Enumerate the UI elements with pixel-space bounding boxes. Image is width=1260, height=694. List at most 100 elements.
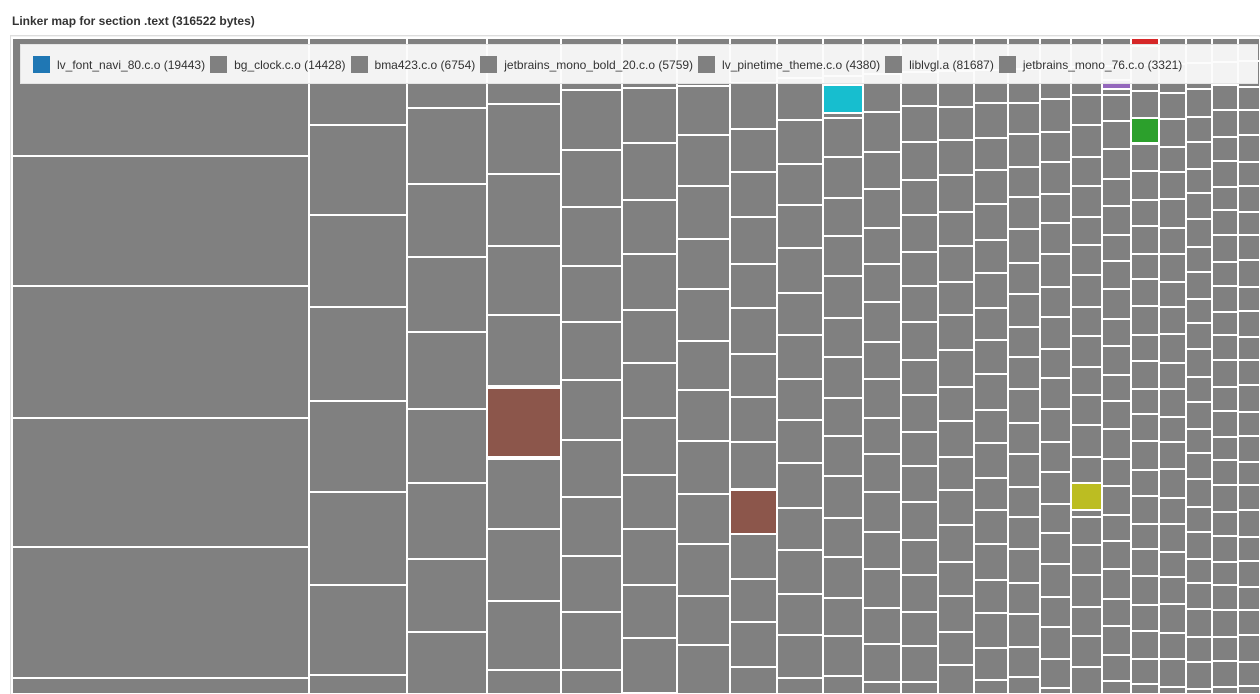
treemap-cell[interactable] [1070,635,1103,668]
treemap-cell[interactable] [1211,584,1239,611]
treemap-cell[interactable] [900,141,939,181]
treemap-cell[interactable] [308,400,408,493]
treemap-cell[interactable] [1130,523,1160,550]
treemap-cell[interactable] [822,475,864,519]
treemap-cell[interactable] [937,174,975,213]
treemap-cell[interactable] [1237,536,1260,562]
treemap-cell[interactable] [973,579,1009,614]
treemap-cell[interactable] [621,362,678,419]
treemap-cell[interactable] [1007,516,1041,550]
treemap-cell[interactable] [1237,560,1260,588]
treemap-cell[interactable] [1101,345,1132,376]
treemap-cell[interactable] [862,531,902,570]
treemap-cell[interactable] [560,206,623,267]
treemap-cell[interactable] [862,607,902,645]
treemap-cell[interactable] [1007,293,1041,328]
treemap-cell[interactable] [1211,186,1239,211]
treemap-cell[interactable] [822,235,864,277]
treemap-cell[interactable] [973,679,1009,694]
treemap-cell[interactable] [1185,218,1213,248]
treemap-cell[interactable] [621,142,678,201]
treemap-cell[interactable] [729,396,778,443]
treemap-cell[interactable] [1039,626,1072,660]
treemap-cell[interactable] [1101,148,1132,180]
treemap-cell[interactable] [1211,410,1239,438]
treemap-cell[interactable] [1101,598,1132,627]
treemap-cell[interactable] [729,441,778,490]
treemap-cell[interactable] [1237,185,1260,213]
treemap-cell[interactable] [1185,608,1213,638]
treemap-cell[interactable] [973,509,1009,545]
treemap-cell[interactable] [1039,408,1072,443]
treemap-cell[interactable] [1158,333,1187,364]
treemap-cell[interactable] [1158,658,1187,688]
treemap-cell[interactable] [1237,435,1260,463]
treemap-cell[interactable] [973,203,1009,241]
treemap-cell[interactable] [822,675,864,694]
treemap-cell[interactable] [1185,376,1213,403]
treemap-cell[interactable] [406,631,488,694]
treemap-cell[interactable] [973,647,1009,681]
treemap-cell[interactable] [621,309,678,364]
treemap-cell[interactable] [973,169,1009,205]
treemap-cell[interactable] [900,465,939,503]
treemap-cell[interactable] [1237,609,1260,636]
treemap-cell[interactable] [1211,386,1239,412]
treemap-cell[interactable] [1070,482,1103,511]
treemap-cell[interactable] [937,139,975,176]
treemap-cell[interactable] [1039,253,1072,288]
treemap-cell[interactable] [1237,461,1260,486]
treemap-cell[interactable] [1007,133,1041,168]
treemap-cell[interactable] [1158,198,1187,229]
treemap-cell[interactable] [822,517,864,558]
treemap-cell[interactable] [862,491,902,533]
treemap-cell[interactable] [676,288,731,342]
treemap-cell[interactable] [1158,253,1187,283]
treemap-cell[interactable] [1158,362,1187,390]
treemap-cell[interactable] [937,245,975,283]
treemap-cell[interactable] [1211,561,1239,586]
treemap-cell[interactable] [1211,285,1239,313]
treemap-cell[interactable] [900,394,939,433]
treemap-cell[interactable] [1007,356,1041,390]
treemap-cell[interactable] [1237,310,1260,338]
treemap-cell[interactable] [1158,306,1187,335]
treemap-cell[interactable] [486,669,562,694]
treemap-cell[interactable] [862,568,902,609]
treemap-cell[interactable] [900,214,939,253]
treemap-cell[interactable] [1070,216,1103,246]
treemap-cell[interactable] [973,409,1009,444]
treemap-cell[interactable] [822,117,864,158]
treemap-cell[interactable] [776,462,824,509]
treemap-cell[interactable] [621,637,678,694]
treemap-cell[interactable] [900,574,939,613]
treemap-cell[interactable] [1211,359,1239,388]
treemap-cell[interactable] [560,149,623,208]
treemap-cell[interactable] [729,216,778,265]
treemap-cell[interactable] [1070,306,1103,337]
treemap-cell[interactable] [729,128,778,173]
treemap-cell[interactable] [1185,688,1213,694]
treemap-cell[interactable] [776,378,824,421]
treemap-cell[interactable] [776,593,824,636]
treemap-cell[interactable] [937,281,975,316]
treemap-cell[interactable] [486,103,562,175]
treemap-cell[interactable] [1130,604,1160,632]
treemap-cell[interactable] [1185,246,1213,273]
treemap-cell[interactable] [1070,156,1103,187]
treemap-cell[interactable] [1237,384,1260,413]
treemap-cell[interactable] [676,238,731,290]
treemap-cell[interactable] [621,87,678,144]
treemap-cell[interactable] [862,151,902,190]
treemap-cell[interactable] [937,561,975,597]
treemap-cell[interactable] [1130,469,1160,497]
treemap-cell[interactable] [1070,185,1103,218]
treemap-cell[interactable] [1007,388,1041,424]
treemap-cell[interactable] [1158,227,1187,255]
treemap-cell[interactable] [1158,551,1187,578]
treemap-cell[interactable] [776,204,824,249]
treemap-cell[interactable] [1237,259,1260,288]
treemap-cell[interactable] [1007,646,1041,678]
treemap-cell[interactable] [621,199,678,255]
treemap-cell[interactable] [1130,575,1160,606]
